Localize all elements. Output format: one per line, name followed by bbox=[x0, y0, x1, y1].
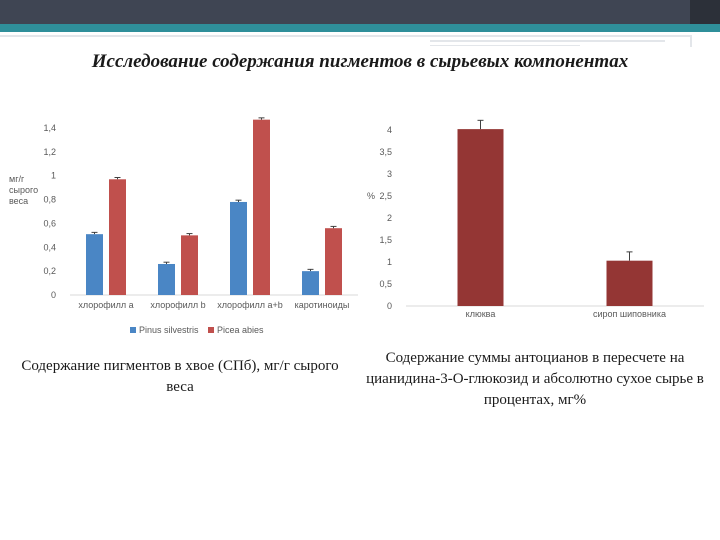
bar bbox=[253, 119, 270, 296]
chart-area bbox=[6, 114, 358, 338]
y-axis-label: мг/г bbox=[9, 174, 25, 184]
y-axis-label: сырого bbox=[9, 185, 38, 195]
y-tick-label: 0 bbox=[387, 301, 392, 311]
legend-swatch bbox=[208, 327, 214, 333]
y-tick-label: 1,4 bbox=[43, 123, 56, 133]
bar bbox=[325, 228, 342, 295]
y-tick-label: 3 bbox=[387, 169, 392, 179]
y-tick-label: 4 bbox=[387, 125, 392, 135]
decor-line bbox=[0, 35, 690, 37]
bar bbox=[109, 179, 126, 295]
x-tick-label: хлорофилл b bbox=[150, 300, 205, 310]
y-tick-label: 1 bbox=[387, 257, 392, 267]
y-axis-label: веса bbox=[9, 196, 28, 206]
bar bbox=[230, 201, 247, 295]
y-tick-label: 0,2 bbox=[43, 266, 56, 276]
legend-swatch bbox=[130, 327, 136, 333]
y-tick-label: 2,5 bbox=[379, 191, 392, 201]
x-tick-label: хлорофилл а bbox=[78, 300, 133, 310]
x-tick-label: сироп шиповника bbox=[593, 309, 666, 319]
chart-area bbox=[360, 114, 712, 324]
slide-accent-band bbox=[0, 24, 720, 32]
bar bbox=[606, 260, 653, 306]
slide-title: Исследование содержания пигментов в сырь… bbox=[91, 51, 629, 72]
y-tick-label: 0,6 bbox=[43, 218, 56, 228]
bar bbox=[86, 234, 103, 295]
decor-line bbox=[690, 35, 692, 47]
bar bbox=[302, 271, 319, 295]
y-tick-label: 3,5 bbox=[379, 147, 392, 157]
legend-entry: Pinus silvestris bbox=[139, 325, 199, 335]
y-tick-label: 2 bbox=[387, 213, 392, 223]
x-tick-label: каротиноиды bbox=[295, 300, 350, 310]
decor-line bbox=[430, 40, 665, 42]
bar bbox=[158, 263, 175, 295]
y-tick-label: 1,5 bbox=[379, 235, 392, 245]
slide-header-bar bbox=[0, 0, 720, 24]
x-tick-label: хлорофилл а+b bbox=[217, 300, 283, 310]
decor-line bbox=[430, 45, 580, 46]
x-tick-label: клюква bbox=[466, 309, 496, 319]
y-tick-label: 0,5 bbox=[379, 279, 392, 289]
slide-header-corner bbox=[690, 0, 720, 24]
y-tick-label: 0 bbox=[51, 290, 56, 300]
left-chart-caption: Содержание пигментов в хвое (СПб), мг/г … bbox=[21, 358, 339, 395]
y-tick-label: 0,4 bbox=[43, 242, 56, 252]
bar bbox=[181, 235, 198, 295]
bar bbox=[457, 129, 504, 306]
legend-entry: Picea abies bbox=[217, 325, 264, 335]
right-chart-caption: Содержание суммы антоцианов в пересчете … bbox=[366, 350, 704, 408]
y-tick-label: 1 bbox=[51, 171, 56, 181]
y-tick-label: 1,2 bbox=[43, 147, 56, 157]
y-tick-label: 0,8 bbox=[43, 195, 56, 205]
y-axis-label: % bbox=[367, 191, 375, 201]
